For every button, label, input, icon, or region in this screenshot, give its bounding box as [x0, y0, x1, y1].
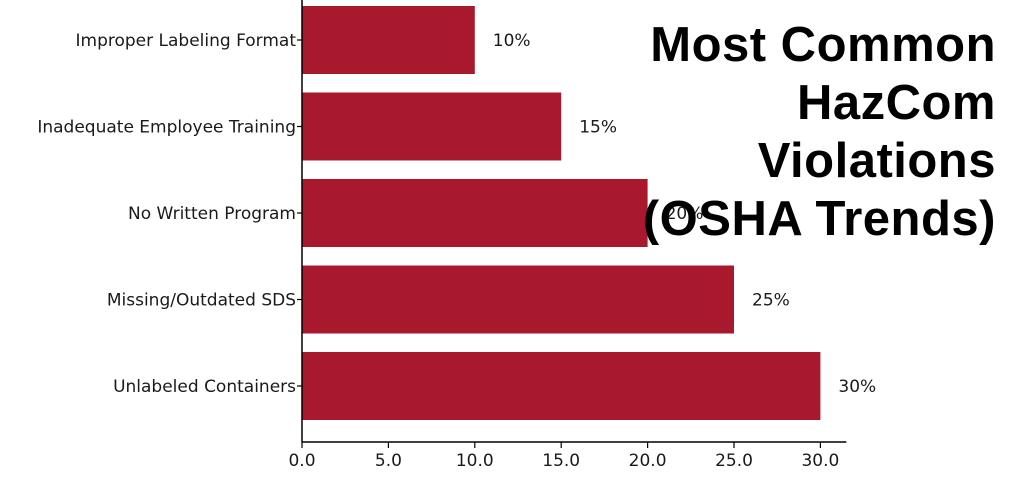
x-tick-label: 15.0: [542, 451, 580, 471]
x-tick-label: 0.0: [288, 451, 315, 471]
category-label: Unlabeled Containers: [113, 377, 296, 397]
bar: [302, 265, 734, 334]
bar: [302, 92, 562, 161]
bar: [302, 6, 475, 74]
category-label: Inadequate Employee Training: [37, 118, 296, 138]
data-label: 10%: [493, 31, 531, 51]
category-label: No Written Program: [128, 204, 296, 224]
x-tick-label: 10.0: [456, 451, 494, 471]
category-label: Improper Labeling Format: [76, 31, 297, 51]
data-label: 30%: [838, 377, 876, 397]
x-tick-label: 20.0: [629, 451, 667, 471]
category-label: Missing/Outdated SDS: [107, 291, 296, 311]
x-tick-label: 30.0: [801, 451, 839, 471]
chart-title: Most Common HazCom Violations (OSHA Tren…: [642, 18, 996, 246]
data-label: 20%: [666, 204, 704, 224]
x-tick-label: 5.0: [375, 451, 402, 471]
data-label: 25%: [752, 291, 790, 311]
x-tick-label: 25.0: [715, 451, 753, 471]
data-label: 15%: [579, 118, 617, 138]
bar: [302, 179, 648, 247]
bar: [302, 352, 821, 420]
